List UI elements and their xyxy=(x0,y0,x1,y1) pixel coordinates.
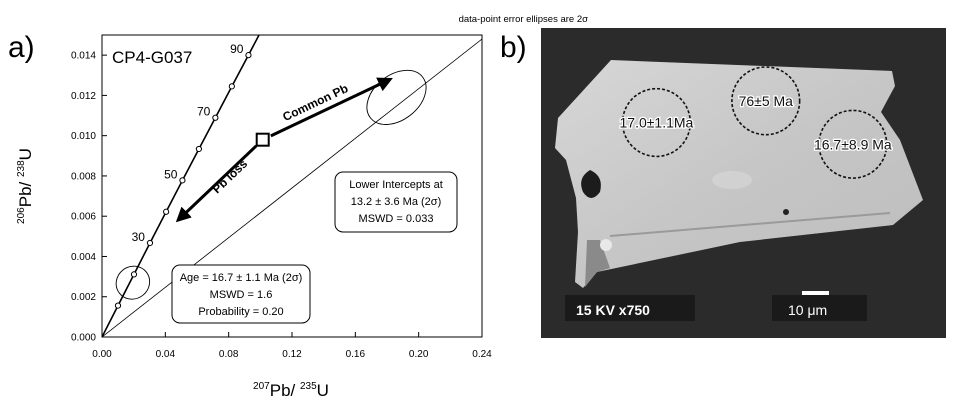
square-marker xyxy=(255,132,270,147)
panel-b: b) 17.0±1.1Ma 76±5 Ma 16.7±8.9 Ma 15 KV x7… xyxy=(500,28,946,338)
analysis-spots: 17.0±1.1Ma 76±5 Ma 16.7±8.9 Ma xyxy=(618,66,893,179)
age-label: 30 xyxy=(132,230,146,244)
age-label: 50 xyxy=(164,167,178,181)
age-box: Age = 16.7 ± 1.1 Ma (2σ) MSWD = 1.6 Prob… xyxy=(171,264,311,324)
x-tick-label: 0.12 xyxy=(282,349,302,360)
x-axis-label: 207Pb/ 235U xyxy=(253,381,329,400)
age-label: 90 xyxy=(230,42,244,56)
crystal-lower-edge xyxy=(585,240,610,287)
concordia-point xyxy=(146,239,154,247)
y-tick-label: 0.012 xyxy=(71,91,96,102)
concordia-point xyxy=(163,208,170,215)
age-line-2: MSWD = 1.6 xyxy=(210,289,273,301)
error-ellipse xyxy=(115,265,151,300)
y-tick-label: 0.006 xyxy=(71,212,96,223)
y-axis-label: 206Pb/ 238U xyxy=(16,148,35,224)
sem-voltage-magnification: 15 KV x750 xyxy=(576,302,650,318)
intercept-line-3: MSWD = 0.033 xyxy=(359,213,434,225)
sem-footer-right-bg xyxy=(772,295,867,321)
y-tick-label: 0.008 xyxy=(71,171,96,182)
concordia-point xyxy=(179,177,186,184)
concordia-point xyxy=(245,52,252,59)
discordia-line xyxy=(102,38,482,337)
panel-b-label: b) xyxy=(500,31,527,64)
x-tick-label: 0.08 xyxy=(219,349,239,360)
sample-id: CP4-G037 xyxy=(112,48,192,67)
x-tick-label: 0.20 xyxy=(409,349,429,360)
y-tick-label: 0.004 xyxy=(71,252,96,263)
sem-footer-left-bg xyxy=(565,295,695,321)
spot-age-label: 76±5 Ma xyxy=(739,93,794,109)
pb-loss-label: Pb loss xyxy=(210,156,251,196)
concordia-point xyxy=(114,302,122,309)
y-tick-label: 0.000 xyxy=(71,333,96,344)
error-ellipse-note: data-point error ellipses are 2σ xyxy=(459,14,589,25)
pb-loss-arrow xyxy=(175,144,258,223)
intercept-line-1: Lower Intercepts at xyxy=(349,179,443,191)
common-pb-arrow xyxy=(270,77,393,138)
x-tick-label: 0.16 xyxy=(346,349,366,360)
x-tick-label: 0.00 xyxy=(92,349,112,360)
y-tick-label: 0.014 xyxy=(71,51,96,62)
concordia-point xyxy=(195,145,202,153)
age-line-1: Age = 16.7 ± 1.1 Ma (2σ) xyxy=(180,272,303,284)
crystal-bright-spot xyxy=(600,239,612,251)
concordia-point xyxy=(130,271,138,278)
x-axis: 0.00 0.04 0.08 0.12 0.16 0.20 0.24 xyxy=(92,332,492,360)
crystal-inclusion xyxy=(712,171,752,189)
age-line-3: Probability = 0.20 xyxy=(198,306,283,318)
concordia-point xyxy=(212,114,219,121)
x-tick-label: 0.24 xyxy=(472,349,492,360)
age-labels: 30 50 70 90 xyxy=(132,42,244,244)
panel-a-label: a) xyxy=(8,31,35,64)
crystal-dark-spot xyxy=(783,209,789,215)
y-axis: 0.000 0.002 0.004 0.006 0.008 0.010 0.012 0.014 xyxy=(71,51,107,344)
analysis-spot xyxy=(818,109,888,179)
age-label: 70 xyxy=(197,105,211,119)
analysis-spot xyxy=(621,87,692,158)
concordia-points xyxy=(114,52,252,309)
panel-a: a) data-point error ellipses are 2σ CP4-… xyxy=(8,14,588,400)
y-tick-label: 0.002 xyxy=(71,292,96,303)
x-tick-label: 0.04 xyxy=(156,349,176,360)
crystal-pit xyxy=(581,170,601,198)
intercept-line-2: 13.2 ± 3.6 Ma (2σ) xyxy=(351,196,441,208)
crystal-band xyxy=(609,212,891,237)
scale-bar-label: 10 μm xyxy=(788,302,827,318)
error-ellipse xyxy=(366,69,427,125)
concordia-point xyxy=(228,83,235,90)
analysis-spot xyxy=(731,66,801,136)
scale-bar xyxy=(802,291,829,295)
spot-age-label: 16.7±8.9 Ma xyxy=(814,136,892,152)
intercept-box: Lower Intercepts at 13.2 ± 3.6 Ma (2σ) M… xyxy=(334,171,458,233)
spot-age-label: 17.0±1.1Ma xyxy=(620,115,694,131)
y-tick-label: 0.010 xyxy=(71,131,96,142)
